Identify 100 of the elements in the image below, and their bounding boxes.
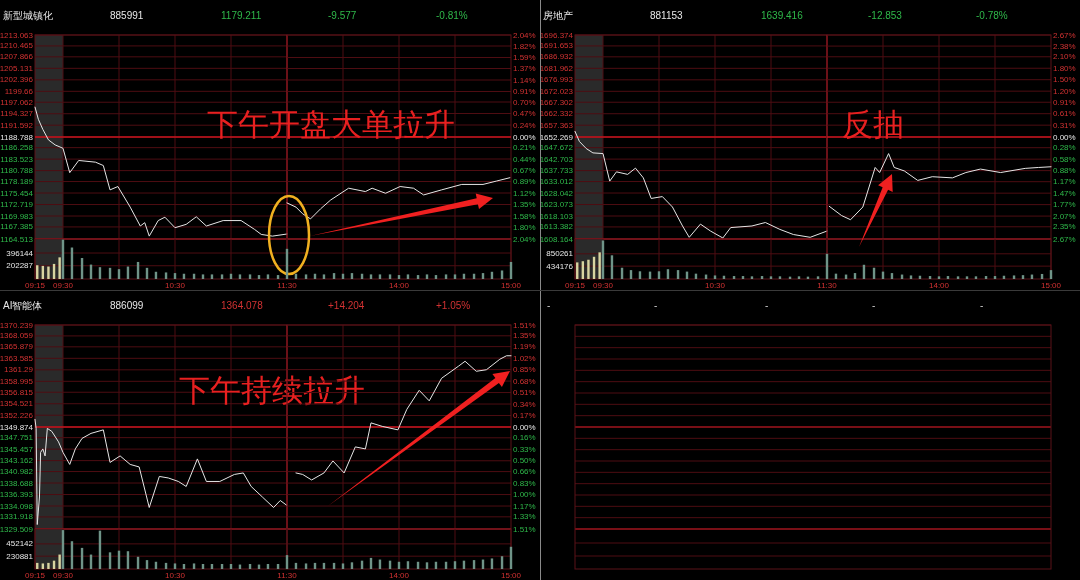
text: 886099 [110, 299, 144, 311]
y2-tick-label: 2.35% [1053, 222, 1076, 232]
y-tick-label: 1202.396 [0, 75, 34, 85]
bar [220, 274, 224, 279]
y2-tick-label: 2.67% [1053, 234, 1076, 244]
y2-tick-label: 0.50% [513, 456, 536, 466]
x-tick-label: 10:30 [704, 280, 726, 290]
x-tick-label: 11:30 [277, 280, 298, 290]
y-tick-label: 1662.332 [539, 109, 574, 119]
y-tick-label: 1365.879 [0, 342, 34, 352]
bar [778, 276, 782, 279]
y2-tick-label: 0.58% [1053, 154, 1076, 164]
y-tick-label: 1164.513 [0, 234, 34, 244]
y2-tick-label: 1.51% [513, 320, 536, 330]
x-tick-label: 09:30 [52, 570, 74, 580]
y-tick-label: 1178.189 [0, 177, 34, 187]
y-tick-label: 1352.226 [0, 410, 34, 420]
text: - [547, 299, 551, 311]
y-tick-label: 1205.131 [0, 63, 34, 73]
bar [974, 276, 978, 279]
y2-tick-label: 0.67% [513, 166, 536, 175]
bar [41, 563, 45, 569]
y2-tick-label: 1.17% [1053, 177, 1076, 187]
y-tick-label: 1608.164 [539, 234, 574, 244]
y2-tick-label: 0.17% [513, 411, 536, 421]
bar [322, 274, 326, 279]
text: - [765, 299, 769, 311]
y-tick-label: 1334.098 [0, 501, 34, 511]
y2-tick-label: 0.51% [513, 388, 536, 398]
y2-tick-label: 0.00% [1053, 132, 1076, 142]
y2-tick-label: 0.91% [1053, 97, 1076, 107]
y-tick-label: 1199.66 [4, 86, 34, 96]
y-tick-label: 1331.918 [0, 512, 34, 522]
y2-tick-label: 1.20% [1053, 86, 1076, 96]
text: +14.204 [328, 299, 365, 311]
bar [266, 274, 270, 279]
y-tick-label: 1667.302 [539, 97, 574, 107]
y2-tick-label: 1.77% [1053, 200, 1076, 210]
y-tick-label: 1613.382 [539, 222, 574, 232]
y2-tick-label: 2.10% [1053, 52, 1076, 62]
bar [444, 274, 448, 279]
bar [201, 274, 205, 279]
x-tick-label: 15:00 [1040, 280, 1062, 290]
y-tick-label: 1329.509 [0, 524, 34, 534]
x-tick-label: 14:00 [388, 570, 410, 580]
y-tick-label: 1633.012 [539, 177, 574, 187]
x-tick-label: 09:30 [52, 280, 74, 290]
y-tick-label: 1691.653 [539, 41, 574, 51]
y2-tick-label: 0.44% [513, 154, 536, 164]
bar [598, 252, 601, 279]
y-tick-label: 1194.327 [0, 109, 34, 119]
x-tick-label: 10:30 [164, 280, 186, 290]
y-tick-label: 434176 [546, 261, 574, 271]
chart-title: 新型城镇化 [3, 9, 53, 21]
bar [750, 276, 754, 279]
y-tick-label: 1628.042 [539, 188, 574, 198]
text: -9.577 [328, 9, 357, 21]
y-tick-label: 1652.269 [539, 132, 574, 142]
y2-tick-label: 0.00% [513, 132, 536, 142]
y2-tick-label: 1.17% [513, 501, 536, 511]
y2-tick-label: 1.58% [513, 211, 536, 221]
y-tick-label: 1676.993 [539, 75, 574, 85]
y2-tick-label: 1.02% [513, 353, 536, 363]
y-tick-label: 396144 [6, 248, 34, 258]
y2-tick-label: 0.24% [513, 120, 536, 130]
bar [956, 276, 960, 279]
bar [238, 274, 242, 279]
y-tick-label: 1213.063 [0, 30, 34, 40]
y2-tick-label: 1.35% [513, 331, 536, 341]
bar [58, 554, 61, 569]
y-tick-label: 1197.062 [0, 97, 34, 107]
y-tick-label: 1696.374 [539, 30, 574, 40]
bar [47, 562, 50, 569]
y-tick-label: 1356.815 [0, 387, 34, 397]
x-tick-label: 11:30 [277, 570, 298, 580]
y-tick-label: 850261 [546, 249, 574, 259]
chart-title: AI智能体 [3, 299, 43, 311]
text: - [980, 299, 984, 311]
x-tick-label: 11:30 [817, 280, 838, 290]
bar [453, 274, 457, 279]
y2-tick-label: 2.07% [1053, 211, 1076, 221]
bar [797, 276, 801, 279]
y2-tick-label: 1.50% [1053, 75, 1076, 85]
bar [937, 276, 941, 279]
x-tick-label: 09:15 [564, 280, 586, 290]
y2-tick-label: 1.00% [513, 490, 536, 500]
y2-tick-label: 0.33% [513, 444, 536, 454]
y2-tick-label: 2.04% [513, 234, 536, 244]
text: 885991 [110, 9, 144, 21]
y-tick-label: 1210.465 [0, 41, 34, 51]
text: - [872, 299, 876, 311]
y-tick-label: 1349.874 [0, 422, 34, 432]
y-tick-label: 1361.29 [4, 365, 34, 375]
text: -0.78% [976, 9, 1008, 21]
y2-tick-label: 2.38% [1053, 41, 1076, 51]
y2-tick-label: 0.47% [513, 109, 536, 118]
x-tick-label: 15:00 [500, 280, 522, 290]
y2-tick-label: 0.89% [513, 177, 536, 186]
y-tick-label: 1188.788 [0, 132, 34, 142]
x-tick-label: 10:30 [164, 570, 186, 580]
